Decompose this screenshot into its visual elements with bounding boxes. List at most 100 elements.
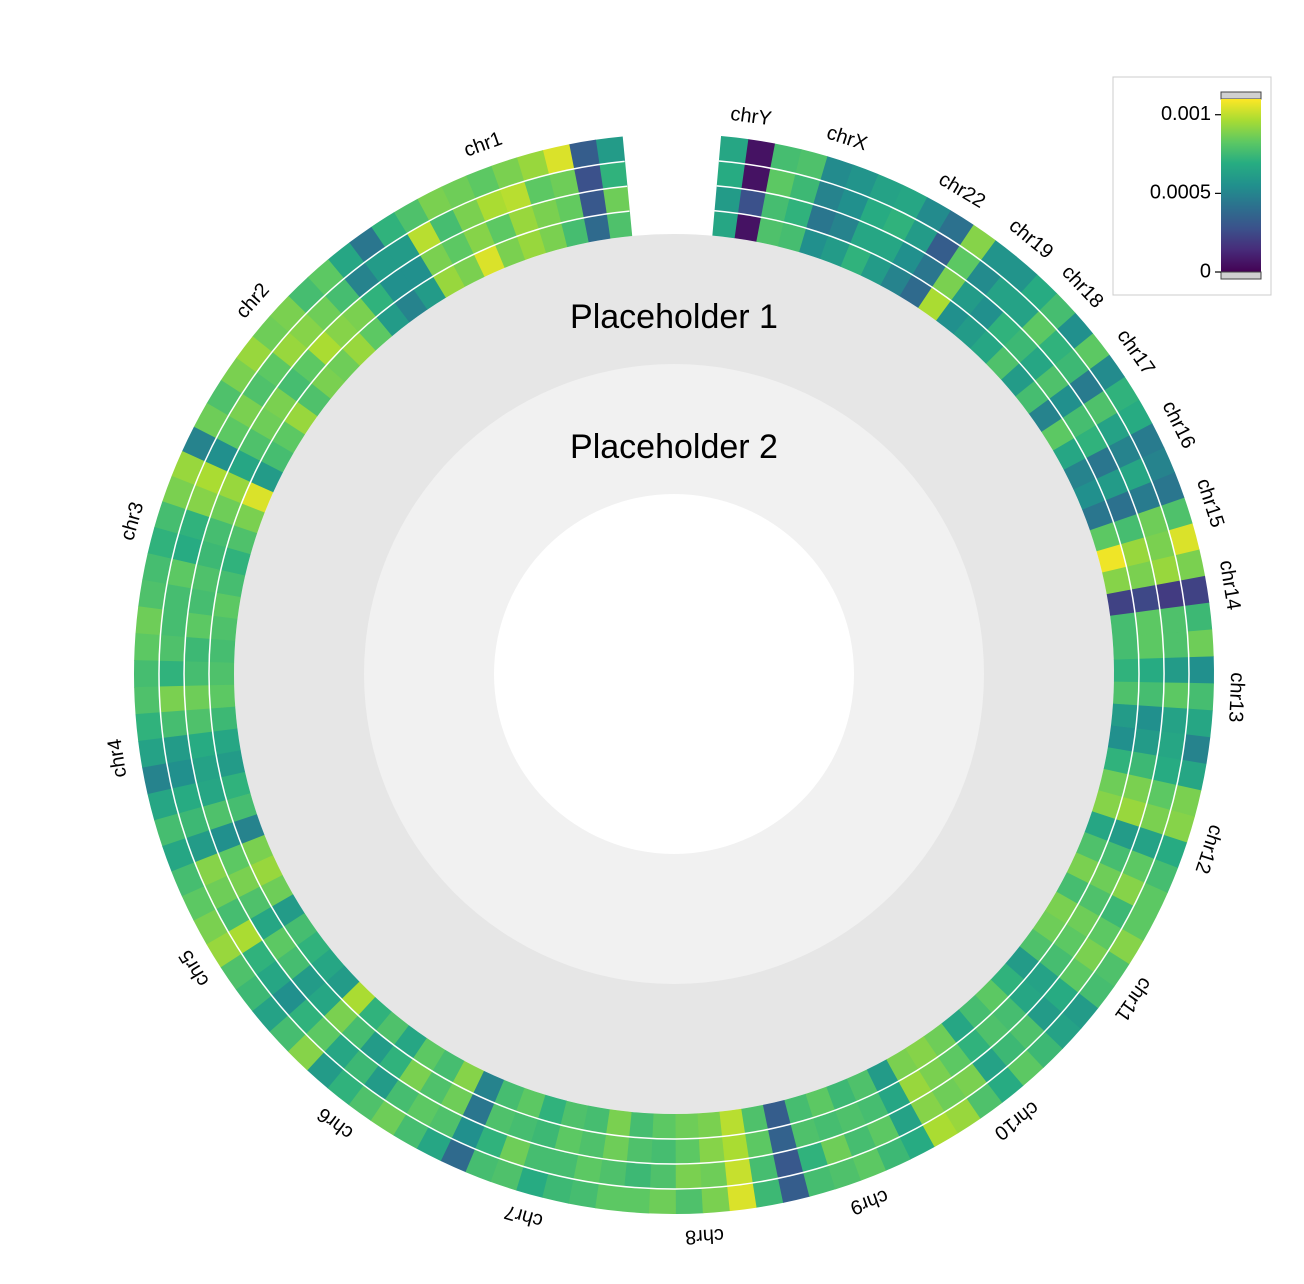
heatmap-cell-chr5-t3-b3: [215, 897, 251, 933]
heatmap-cell-chr14-t4-b3: [1175, 549, 1206, 581]
heatmap-cell-chr7-t3-b1: [451, 1115, 486, 1150]
track-separator: [208, 210, 1140, 1140]
heatmap-cell-chrX-t1-b5: [755, 217, 784, 247]
heatmap-cell-chrX-t2-b2: [827, 211, 860, 244]
colorbar-tick-label: 0: [1200, 260, 1211, 282]
heatmap-cell-chr7-t1-b1: [473, 1070, 505, 1104]
heatmap-cell-chr7-t4-b7: [595, 1183, 625, 1212]
heatmap-cell-chrX-t2-b1: [849, 220, 882, 253]
heatmap-cell-chr9-t4-b5: [876, 1136, 911, 1171]
heatmap-cell-chr7-t1-b2: [494, 1079, 525, 1112]
heatmap-cell-chr7-t3-b4: [523, 1142, 555, 1174]
heatmap-cell-chr12-t4-b6: [1176, 759, 1207, 791]
heatmap-cell-chr9-t3-b1: [773, 1148, 804, 1179]
heatmap-cell-chr9-t3-b2: [796, 1141, 829, 1173]
heatmap-cell-chr1-t4-b5: [490, 157, 525, 190]
heatmap-tracks: [134, 136, 1215, 1214]
heatmap-cell-chr13-t2-b2: [1135, 704, 1163, 732]
heatmap-cell-chr12-t3-b5: [1146, 779, 1177, 811]
colorbar-under-cap: [1220, 271, 1262, 280]
heatmap-cell-chrY-t3-b1: [741, 163, 771, 193]
heatmap-cell-chr12-t2-b2: [1099, 840, 1132, 873]
heatmap-cell-chr7-t4-b2: [465, 1149, 500, 1183]
heatmap-cell-chr15-t3-b2: [1137, 505, 1169, 538]
heatmap-cell-chr11-t3-b6: [1099, 894, 1134, 929]
heatmap-cell-chr4-t1-b7: [220, 771, 251, 801]
heatmap-cell-chr11-t2-b5: [1066, 903, 1101, 938]
heatmap-cell-chr3-t2-b7: [187, 588, 217, 617]
heatmap-cell-chr7-t1-b6: [583, 1105, 611, 1135]
heatmap-cell-chrX-t4-b3: [819, 156, 854, 189]
heatmap-cell-chr13-t1-b1: [1107, 725, 1136, 752]
heatmap-cell-chr4-t1-b1: [209, 638, 236, 664]
heatmap-cell-chr2-t4-b2: [327, 242, 365, 279]
heatmap-cell-chr5-t1-b5: [283, 913, 318, 947]
heatmap-cell-chr12-t3-b1: [1111, 872, 1145, 906]
heatmap-cell-chr19-t4-b2: [980, 239, 1017, 277]
heatmap-cell-chr3-t3-b4: [178, 509, 210, 542]
heatmap-cell-chr1-t2-b9: [419, 242, 454, 277]
chromosome-label-chrX: chrX: [824, 122, 870, 156]
heatmap-cell-chr22-t4-b4: [892, 184, 928, 220]
heatmap-cell-chr8-t2-b2: [651, 1138, 677, 1165]
heatmap-cell-chr8-t3-b4: [700, 1161, 728, 1189]
heatmap-cell-chr7-t3-b7: [598, 1158, 628, 1187]
heatmap-cell-chr3-t2-b5: [196, 540, 227, 571]
heatmap-cell-chr1-t4-b8: [417, 186, 453, 222]
heatmap-cell-chr15-t2-b2: [1113, 513, 1145, 545]
heatmap-cell-chr8-t2-b4: [698, 1136, 726, 1164]
heatmap-cell-chr4-t1-b9: [233, 814, 265, 845]
heatmap-cell-chr4-t4-b5: [138, 737, 167, 769]
heatmap-cell-chr4-t2-b6: [191, 754, 221, 784]
heatmap-cell-chr3-t1-b7: [212, 592, 241, 620]
heatmap-cell-chr1-t2-b3: [554, 193, 584, 223]
heatmap-cell-chr5-t1-b1: [241, 834, 274, 866]
heatmap-cell-chr6-t1-b8: [452, 1060, 485, 1094]
heatmap-cell-chr12-t3-b6: [1152, 755, 1182, 786]
heatmap-cell-chr12-t1-b1: [1066, 851, 1100, 884]
heatmap-cell-chr16-t2-b1: [1095, 468, 1129, 501]
heatmap-cell-chr7-t3-b2: [475, 1125, 508, 1159]
heatmap-cell-chr16-t1-b2: [1063, 457, 1097, 490]
heatmap-cell-chr13-t1-b5: [1112, 635, 1139, 660]
chromosome-label-chr1: chr1: [461, 128, 505, 162]
heatmap-cell-chr22-t3-b4: [881, 207, 916, 242]
heatmap-cell-chr12-t1-b2: [1076, 831, 1109, 863]
heatmap-cell-chr16-t3-b2: [1107, 434, 1142, 469]
heatmap-cell-chr3-t1-b4: [226, 525, 258, 555]
heatmap-cell-chr7-t3-b6: [573, 1154, 603, 1184]
heatmap-cell-chr4-t3-b6: [166, 758, 197, 789]
heatmap-cell-chr6-t1-b7: [432, 1049, 465, 1084]
chromosome-label-chr9: chr9: [847, 1185, 891, 1219]
heatmap-cell-chr15-t3-b1: [1144, 529, 1176, 562]
chromosome-label-chr13: chr13: [1224, 672, 1248, 723]
heatmap-cell-chr4-t2-b2: [184, 661, 210, 687]
chromosome-label-chr2: chr2: [232, 279, 274, 323]
heatmap-cell-chr1-t1-b4: [538, 222, 568, 254]
heatmap-cell-chr18-t4-b3: [1020, 274, 1057, 311]
heatmap-cell-chr4-t2-b8: [202, 799, 234, 831]
heatmap-cell-chr4-t4-b2: [134, 660, 160, 688]
heatmap-cell-chr12-t2-b1: [1089, 862, 1123, 895]
heatmap-cell-chr1-t2-b1: [602, 186, 630, 214]
heatmap-cell-chr3-t3-b8: [160, 609, 188, 638]
heatmap-cell-chr13-t2-b5: [1137, 633, 1164, 659]
heatmap-cell-chr7-t2-b7: [602, 1134, 630, 1162]
heatmap-cell-chr9-t2-b6: [877, 1081, 911, 1115]
heatmap-cell-chr14-t3-b1: [1159, 605, 1188, 634]
heatmap-cell-chr8-t4-b3: [675, 1188, 704, 1214]
heatmap-cell-chr15-t4-b3: [1151, 471, 1185, 506]
heatmap-cell-chr12-t3-b4: [1139, 803, 1171, 835]
heatmap-cell-chr1-t1-b6: [494, 236, 526, 269]
heatmap-cell-chr1-t1-b5: [516, 229, 547, 261]
chromosome-label-chr14: chr14: [1215, 559, 1245, 612]
chromosome-label-chr4: chr4: [104, 737, 132, 779]
heatmap-cell-chr15-t4-b1: [1168, 522, 1200, 556]
heatmap-cell-chr5-t1-b2: [250, 855, 283, 887]
heatmap-cell-chrX-t3-b4: [789, 173, 821, 205]
heatmap-cell-chr5-t3-b2: [204, 875, 239, 910]
heatmap-cell-chr7-t2-b6: [578, 1130, 607, 1159]
heatmap-cell-chr1-t2-b8: [440, 231, 474, 266]
heatmap-cell-chr10-t4-b4: [987, 1066, 1024, 1103]
heatmap-cell-chr15-t4-b2: [1160, 497, 1193, 531]
